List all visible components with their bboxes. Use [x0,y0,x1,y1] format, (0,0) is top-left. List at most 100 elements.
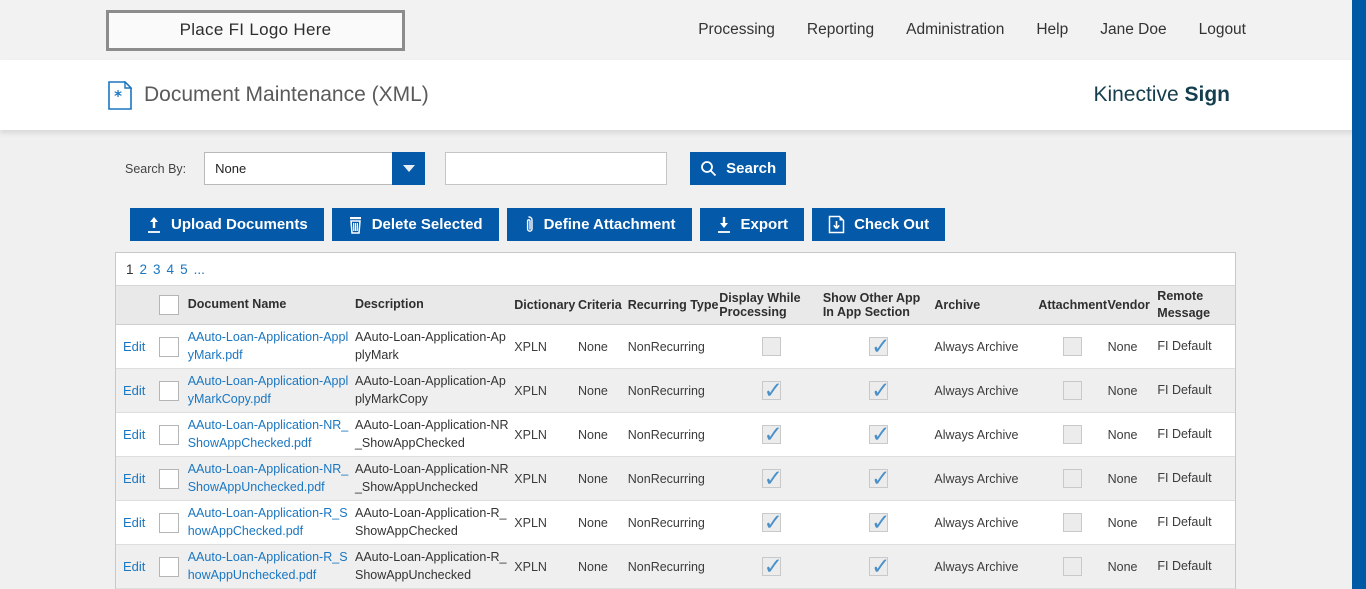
show-other-app-checkbox[interactable]: ✓ [869,421,891,447]
header-show-other-app: Show Other App In App Section [822,291,921,319]
search-input[interactable] [445,152,668,185]
edit-link[interactable]: Edit [123,339,146,354]
show-other-app-checkbox[interactable]: ✓ [869,467,890,490]
check-icon: ✓ [763,421,783,447]
download-icon [717,216,730,233]
row-select-checkbox[interactable] [158,556,179,577]
attachment-checkbox[interactable]: ✓ [1063,381,1083,400]
define-attachment-button[interactable]: Define Attachment [506,208,692,241]
display-while-processing-checkbox[interactable]: ✓ [761,337,781,356]
show-other-app-checkbox[interactable]: ✓ [869,555,890,578]
pagination-current-page: 1 [126,262,134,277]
nav-reporting[interactable]: Reporting [806,21,875,38]
pagination-page-link[interactable]: 3 [153,262,161,277]
table-body: Edit AAuto-Loan-Application-ApplyMark.pd… [116,325,1235,589]
recurring-type-cell: NonRecurring [627,383,705,398]
table-row: Edit AAuto-Loan-Application-NR_ShowAppUn… [116,457,1235,501]
dictionary-cell: XPLN [514,559,547,574]
row-select-checkbox[interactable] [158,424,179,445]
pagination-page-link[interactable]: ... [193,262,205,277]
xml-document-icon: * [108,80,132,110]
display-while-processing-checkbox[interactable]: ✓ [761,421,783,447]
remote-message-cell: FI Default [1157,339,1212,354]
check-icon: ✓ [871,509,891,535]
search-button[interactable]: Search [690,152,787,185]
description-cell: AAuto-Loan-Application-NR_ShowAppChecked [354,418,509,450]
document-name-link[interactable]: AAuto-Loan-Application-NR_ShowAppChecked… [187,418,349,450]
show-other-app-checkbox[interactable]: ✓ [869,335,890,358]
delete-selected-label: Delete Selected [371,216,483,233]
check-out-button[interactable]: Check Out [812,208,946,241]
show-other-app-checkbox[interactable]: ✓ [869,379,890,402]
select-dropdown-button[interactable] [392,152,426,185]
edit-link[interactable]: Edit [123,471,146,486]
document-name-link[interactable]: AAuto-Loan-Application-R_ShowAppUnchecke… [187,550,348,582]
check-icon: ✓ [871,421,891,447]
attachment-checkbox[interactable]: ✓ [1063,425,1083,444]
pagination-page-link[interactable]: 2 [139,262,148,277]
row-select-checkbox[interactable] [158,380,179,401]
archive-cell: Always Archive [934,559,1019,574]
documents-table: 1 2 3 4 5... Document Name Description Dicti… [115,252,1236,589]
document-name-link[interactable]: AAuto-Loan-Application-ApplyMark.pdf [187,330,349,362]
header-description: Description [354,297,424,312]
search-by-select[interactable]: None [204,152,426,185]
scrollbar[interactable] [1352,0,1366,589]
table-row: Edit AAuto-Loan-Application-R_ShowAppUnc… [116,545,1235,589]
row-select-checkbox[interactable] [158,512,179,533]
document-name-link[interactable]: AAuto-Loan-Application-NR_ShowAppUncheck… [187,462,349,494]
dictionary-cell: XPLN [514,427,547,442]
header-recurring-type: Recurring Type [627,298,719,312]
pagination-pages: 2 3 4 5... [140,262,211,277]
export-button[interactable]: Export [699,208,805,241]
upload-documents-button[interactable]: Upload Documents [130,208,324,241]
header-archive: Archive [934,298,981,312]
recurring-type-cell: NonRecurring [627,427,705,442]
check-icon: ✓ [763,553,783,579]
document-name-link[interactable]: AAuto-Loan-Application-ApplyMarkCopy.pdf [187,374,349,406]
display-while-processing-checkbox[interactable]: ✓ [761,467,783,490]
edit-link[interactable]: Edit [123,427,146,442]
vendor-cell: None [1107,515,1138,530]
select-all-checkbox[interactable] [158,295,179,315]
paperclip-icon [526,216,533,232]
criteria-cell: None [577,471,608,486]
search-button-label: Search [726,160,777,177]
vendor-cell: None [1107,427,1138,442]
remote-message-cell: FI Default [1157,471,1212,486]
nav-administration[interactable]: Administration [906,21,1005,38]
edit-link[interactable]: Edit [123,515,146,530]
pagination-page-link[interactable]: 4 [166,262,175,277]
display-while-processing-checkbox[interactable]: ✓ [761,511,783,534]
row-select-checkbox[interactable] [158,336,179,357]
row-select-checkbox[interactable] [158,468,179,489]
attachment-checkbox[interactable]: ✓ [1063,337,1083,356]
header-display-while-processing: Display While Processing [719,291,801,319]
nav-user[interactable]: Jane Doe [1100,21,1167,38]
display-while-processing-checkbox[interactable]: ✓ [761,553,783,579]
remote-message-cell: FI Default [1157,515,1212,530]
criteria-cell: None [577,559,608,574]
edit-link[interactable]: Edit [123,559,146,574]
nav-help[interactable]: Help [1036,21,1069,38]
display-while-processing-checkbox[interactable]: ✓ [761,379,783,402]
fi-logo-placeholder: Place FI Logo Here [106,9,405,51]
document-name-link[interactable]: AAuto-Loan-Application-R_ShowAppChecked.… [187,506,348,538]
remote-message-cell: FI Default [1157,383,1212,398]
brand-regular: Kinective [1093,83,1179,106]
delete-selected-button[interactable]: Delete Selected [331,208,499,241]
description-cell: AAuto-Loan-Application-R_ShowAppChecked [354,506,507,538]
attachment-checkbox[interactable]: ✓ [1063,557,1083,576]
define-attachment-label: Define Attachment [543,216,676,233]
nav-processing[interactable]: Processing [698,21,775,38]
table-row: Edit AAuto-Loan-Application-ApplyMark.pd… [116,325,1235,369]
pagination-page-link[interactable]: 5 [180,262,188,277]
table-header-row: Document Name Description Dictionary Cri… [116,285,1235,325]
nav-logout[interactable]: Logout [1198,21,1246,38]
edit-link[interactable]: Edit [123,383,146,398]
vendor-cell: None [1107,471,1138,486]
show-other-app-checkbox[interactable]: ✓ [869,509,891,535]
attachment-checkbox[interactable]: ✓ [1063,513,1083,532]
attachment-checkbox[interactable]: ✓ [1063,469,1083,488]
table-row: Edit AAuto-Loan-Application-NR_ShowAppCh… [116,413,1235,457]
